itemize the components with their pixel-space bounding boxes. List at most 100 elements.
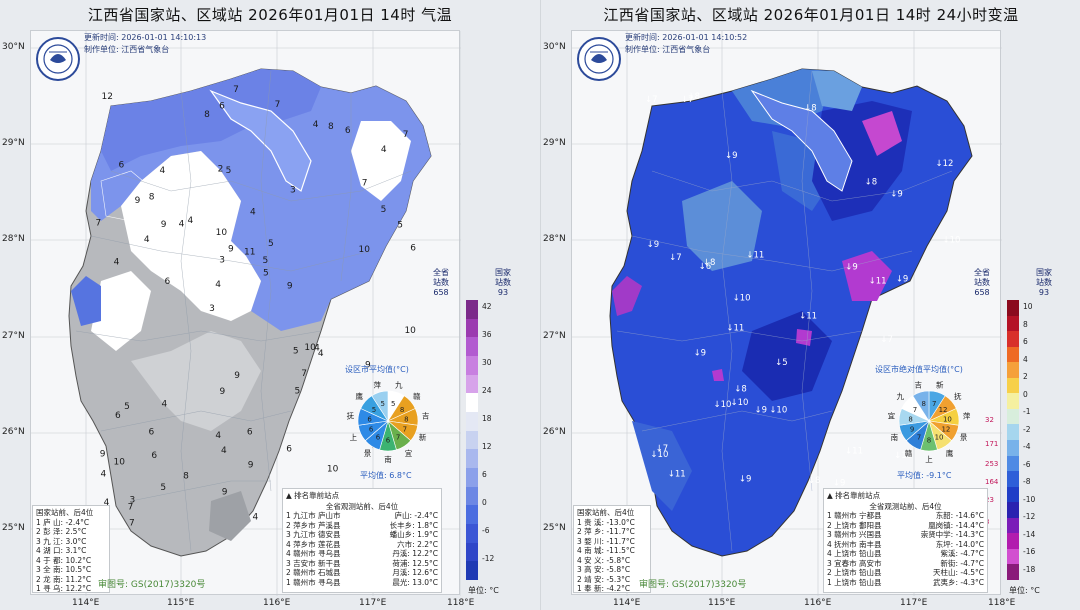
rank-row: 2 上饶市 铅山县 天柱山: -4.5°C xyxy=(827,568,984,577)
colorbar-swatch xyxy=(466,542,478,562)
colorbar-swatch xyxy=(466,449,478,468)
colorbar-swatch xyxy=(466,337,478,356)
station-value: ↓11 xyxy=(726,323,744,333)
station-value: 9 xyxy=(287,281,293,291)
temperature-map[interactable]: 4443332454465546665544344445444455554456… xyxy=(31,31,461,596)
side-count: 171 xyxy=(985,440,999,448)
pie-value-label: 8 xyxy=(922,400,926,408)
update-meta: 更新时间: 2026-01-01 14:10:52 制作单位: 江西省气象台 xyxy=(625,32,747,56)
colorbar-tick: 0 xyxy=(482,498,487,507)
side-count: 3 xyxy=(985,518,1007,526)
station-value: 9 xyxy=(228,244,234,254)
pie-slice[interactable] xyxy=(371,390,389,423)
station-value: 5 xyxy=(397,220,403,230)
rank-sub: 全省观测站前、后4位 xyxy=(325,501,399,511)
pie-title: 设区市平均值(°C) xyxy=(345,365,409,374)
station-value: 9 xyxy=(100,450,106,460)
station-value: ↓9 xyxy=(725,151,738,161)
pie-title: 设区市绝对值平均值(°C) xyxy=(875,365,963,374)
pie-value-label: 12 xyxy=(941,426,950,434)
lon-label: 118°E xyxy=(988,598,1016,608)
pie-value-label: 7 xyxy=(403,426,407,434)
lon-label: 115°E xyxy=(708,598,736,608)
station-value: 4 xyxy=(314,344,320,354)
temperature-change-map[interactable]: ↓5↓6↓7↓7↓8↓9↓10↓11↓10↓11↓9↓8↓7↓9↓10↓11↓1… xyxy=(572,31,1002,596)
station-value: 5 xyxy=(160,483,166,493)
station-value: ↓8 xyxy=(734,385,747,395)
lat-label: 30°N xyxy=(543,42,566,52)
map-frame[interactable]: 4443332454465546665544344445444455554456… xyxy=(30,30,461,596)
pie-value-label: 5 xyxy=(372,406,376,414)
station-value: 7 xyxy=(129,518,135,528)
station-value: 4 xyxy=(215,280,221,290)
station-value: 4 xyxy=(179,219,185,229)
station-value: 10 xyxy=(113,458,125,468)
pie-city-label: 宜 xyxy=(405,448,413,458)
station-value: 7 xyxy=(128,502,134,512)
pie-value-label: 8 xyxy=(927,437,931,445)
colorbar-swatch xyxy=(1007,362,1019,378)
colorbar-tick: 2 xyxy=(1023,372,1028,381)
station-value: 8 xyxy=(183,471,189,481)
station-value: 4 xyxy=(250,207,256,217)
pie-value-label: 10 xyxy=(943,415,952,423)
station-value: 4 xyxy=(221,446,227,456)
pie-city-label: 南 xyxy=(891,432,899,442)
station-value: 5 xyxy=(293,347,299,357)
station-value: 5 xyxy=(262,256,268,266)
national-ranking-table: 国家站前、后4位 1 庐 山: -2.4°C 2 彭 泽: 2.5°C 3 九 江:… xyxy=(32,505,110,593)
station-value: ↓9 xyxy=(739,474,752,484)
lat-label: 28°N xyxy=(543,234,566,244)
colorbar-tick: 30 xyxy=(482,358,492,367)
station-value: ↓11 xyxy=(894,451,912,461)
table-row: 4 南 城: -11.5°C xyxy=(577,546,635,555)
colorbar-swatch xyxy=(466,356,478,375)
lat-label: 27°N xyxy=(543,331,566,341)
colorbar-swatch xyxy=(466,524,478,543)
station-value: 7 xyxy=(403,130,409,140)
station-value: 6 xyxy=(164,277,170,287)
lon-label: 116°E xyxy=(263,598,291,608)
pie-city-label: 吉 xyxy=(915,381,923,390)
lon-label: 114°E xyxy=(72,598,100,608)
lat-label: 27°N xyxy=(2,331,25,341)
station-value: ↓6 xyxy=(699,262,712,272)
station-value: ↓9 xyxy=(833,478,846,488)
station-value: 7 xyxy=(362,178,368,188)
pie-value-label: 8 xyxy=(400,406,404,414)
colorbar-swatch xyxy=(1007,548,1019,565)
station-value: 4 xyxy=(104,498,110,508)
pie-city-label: 抚 xyxy=(954,391,962,401)
count-value: 93 xyxy=(497,288,509,297)
pie-value-label: 8 xyxy=(404,415,408,423)
panel-title: 江西省国家站、区域站 2026年01月01日 14时 24小时变温 xyxy=(603,6,1019,24)
map-frame[interactable]: ↓5↓6↓7↓7↓8↓9↓10↓11↓10↓11↓9↓8↓7↓9↓10↓11↓1… xyxy=(571,30,1002,596)
station-value: 3 xyxy=(209,304,215,314)
station-value: 10 xyxy=(359,245,371,255)
station-value: 6 xyxy=(219,102,225,112)
lat-label: 26°N xyxy=(543,427,566,437)
colorbar-swatch xyxy=(466,412,478,431)
lat-label: 29°N xyxy=(2,138,25,148)
meteorology-logo-icon xyxy=(577,37,621,81)
station-value: ↓9 xyxy=(694,349,707,359)
colorbar-tick: -2 xyxy=(1023,424,1031,434)
colorbar-tick: -8 xyxy=(1023,477,1031,486)
pie-slice[interactable] xyxy=(912,390,930,423)
colorbar-swatch xyxy=(1007,377,1019,394)
colorbar-swatch xyxy=(1007,486,1019,503)
pie-city-label: 抚 xyxy=(347,411,355,421)
station-value: 10 xyxy=(404,326,416,336)
station-value: 10 xyxy=(327,465,339,475)
pie-city-label: 景 xyxy=(960,433,968,442)
temperature-change-colorbar xyxy=(1007,300,1019,580)
pie-city-label: 赣 xyxy=(905,448,913,458)
colorbar-tick: -16 xyxy=(1023,547,1036,556)
rank-row: 4 赣州市 寻乌县 丹溪: 12.2°C xyxy=(286,549,438,558)
pie-city-label: 萍 xyxy=(374,380,382,390)
station-value: 10 xyxy=(216,228,228,238)
station-value: 5 xyxy=(263,268,269,278)
